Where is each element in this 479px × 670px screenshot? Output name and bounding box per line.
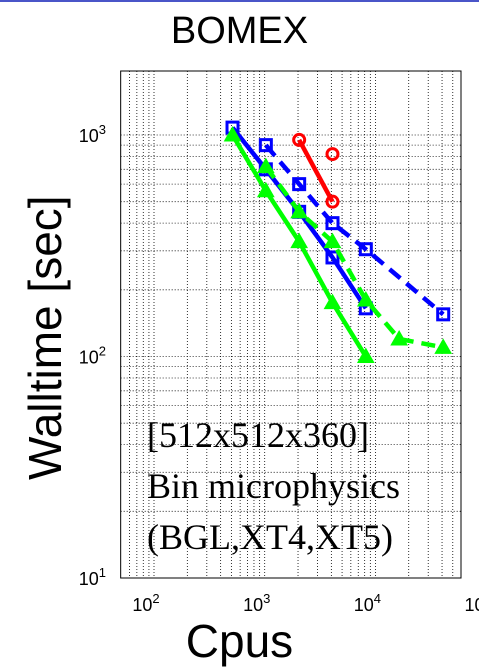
series-line xyxy=(297,138,335,203)
data-point-triangle xyxy=(290,232,309,249)
annotation-line: Bin microphysics xyxy=(147,466,400,506)
data-point-triangle xyxy=(256,157,275,174)
y-tick-label: 101 xyxy=(79,565,106,589)
data-point-triangle xyxy=(223,125,242,142)
data-point-square xyxy=(325,216,340,231)
y-tick-label: 102 xyxy=(79,344,106,368)
data-point-square xyxy=(258,138,273,153)
data-point-triangle xyxy=(434,338,453,354)
x-tick-label: 104 xyxy=(354,591,381,615)
y-tick-label: 103 xyxy=(79,122,106,146)
series-line xyxy=(264,143,445,317)
x-tick-label: 102 xyxy=(132,591,159,615)
data-point-triangle xyxy=(356,347,375,363)
series-line xyxy=(264,165,444,350)
data-point-square xyxy=(292,177,307,192)
data-point-triangle xyxy=(290,202,309,219)
chart-title: BOMEX xyxy=(170,10,309,52)
data-point-square xyxy=(325,250,340,265)
plot-frame xyxy=(120,70,462,579)
data-point-circle xyxy=(325,147,340,162)
data-point-circle xyxy=(292,132,307,147)
data-point-triangle xyxy=(323,293,342,310)
x-axis-label: Cpus xyxy=(185,615,294,667)
data-point-triangle xyxy=(256,181,275,198)
data-point-square xyxy=(358,242,373,257)
data-point-square xyxy=(436,307,451,322)
data-point-triangle xyxy=(356,290,375,307)
data-point-circle xyxy=(325,194,340,209)
top-rule xyxy=(0,0,479,2)
x-tick-label: 103 xyxy=(243,591,270,615)
data-point-triangle xyxy=(390,329,408,346)
annotation-line: (BGL,XT4,XT5) xyxy=(147,517,393,557)
annotation-line: [512x512x360] xyxy=(147,415,369,455)
data-point-triangle xyxy=(323,232,342,249)
x-tick-label: 105 xyxy=(464,591,479,615)
